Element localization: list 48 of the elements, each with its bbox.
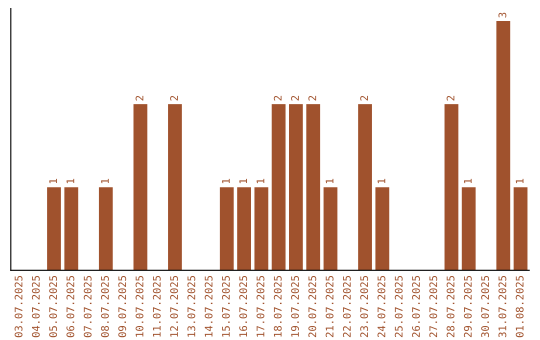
x-tick-label: 30.07.2025: [481, 276, 490, 338]
data-label: 1: [66, 178, 74, 184]
x-tick-label: 09.07.2025: [118, 276, 126, 338]
data-label: 1: [378, 178, 386, 184]
data-label: 1: [516, 178, 524, 184]
data-label: 3: [498, 12, 506, 18]
x-tick-label: 20.07.2025: [308, 276, 316, 338]
data-label: 2: [308, 96, 316, 101]
x-tick-label: 25.07.2025: [394, 276, 403, 338]
x-tick-label: 19.07.2025: [291, 276, 299, 337]
x-tick-label: 22.07.2025: [342, 276, 351, 338]
data-label: 2: [291, 96, 299, 101]
x-tick-label: 11.07.2025: [152, 276, 161, 337]
data-label: 1: [239, 178, 247, 184]
x-tick-label: 31.07.2025: [498, 276, 506, 338]
x-tick-label: 29.07.2025: [464, 276, 472, 338]
data-label: 1: [326, 178, 334, 184]
data-label: 1: [49, 178, 57, 184]
x-tick-label: 17.07.2025: [256, 276, 264, 337]
data-label: 1: [256, 178, 264, 184]
data-label: 1: [464, 178, 472, 184]
data-label: 2: [274, 96, 282, 101]
x-tick-label: 13.07.2025: [187, 276, 196, 337]
data-label: 2: [170, 96, 178, 101]
data-label: 2: [136, 96, 144, 101]
data-label: 2: [446, 96, 454, 101]
x-tick-label: 28.07.2025: [446, 276, 454, 338]
data-label: 2: [360, 96, 368, 101]
x-tick-label: 26.07.2025: [412, 276, 420, 338]
data-label: 1: [222, 178, 230, 184]
x-tick-label: 07.07.2025: [84, 276, 92, 338]
x-tick-label: 03.07.2025: [14, 276, 22, 338]
x-tick-label: 18.07.2025: [274, 276, 282, 337]
x-tick-label: 12.07.2025: [170, 276, 178, 337]
x-tick-label: 14.07.2025: [204, 276, 213, 337]
x-tick-label: 05.07.2025: [49, 276, 58, 338]
x-tick-label: 16.07.2025: [239, 276, 248, 337]
x-tick-label: 04.07.2025: [32, 276, 40, 338]
x-tick-label: 01.08.2025: [516, 276, 524, 338]
x-tick-label: 15.07.2025: [222, 276, 230, 337]
data-label: 1: [101, 178, 109, 184]
x-tick-label: 24.07.2025: [377, 276, 386, 338]
x-tick-label: 23.07.2025: [360, 276, 368, 338]
x-tick-label: 21.07.2025: [326, 276, 334, 338]
x-tick-label: 06.07.2025: [66, 276, 74, 338]
x-tick-label: 27.07.2025: [429, 276, 438, 338]
x-tick-label: 08.07.2025: [101, 276, 109, 338]
x-tick-label: 10.07.2025: [136, 276, 144, 337]
